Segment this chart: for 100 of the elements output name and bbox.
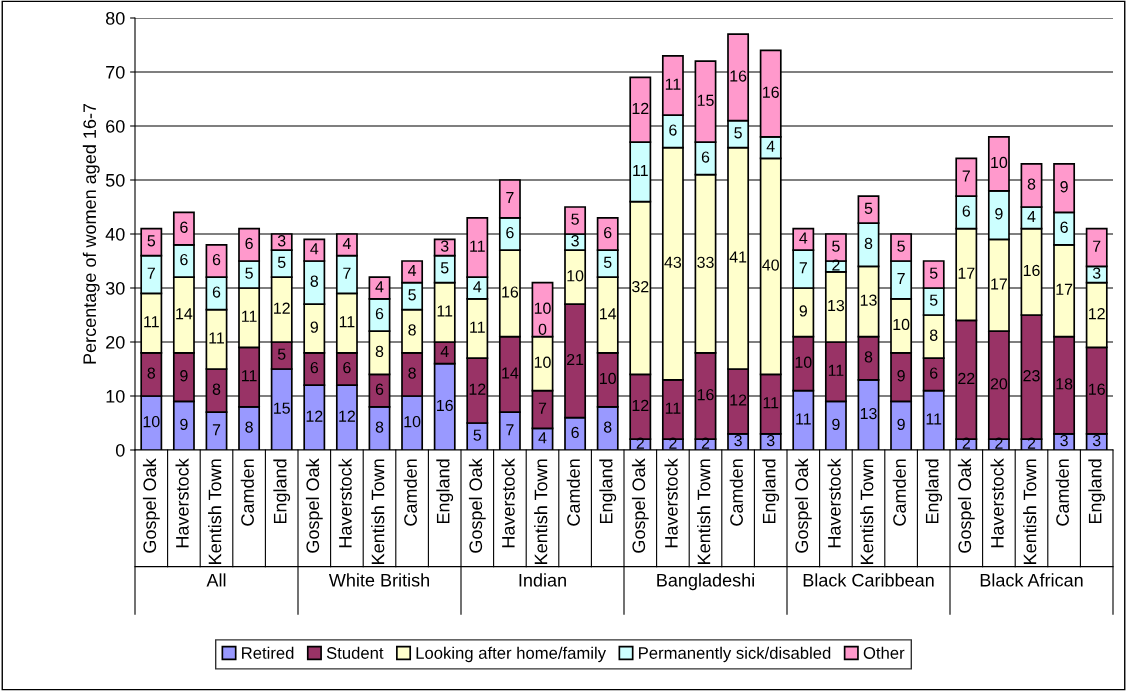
x-tick-label: Gospel Oak xyxy=(468,458,486,553)
legend-label: Student xyxy=(326,646,384,659)
data-label: 10 xyxy=(534,356,551,368)
data-label: 10 xyxy=(991,156,1008,169)
data-label: 40 xyxy=(762,259,779,271)
data-label: 6 xyxy=(343,361,351,374)
data-label: 11 xyxy=(470,240,485,252)
data-label: 5 xyxy=(832,240,840,252)
x-tick-label: England xyxy=(436,459,454,524)
data-label: 6 xyxy=(604,226,612,239)
data-label: 10 xyxy=(795,356,812,368)
data-label: 13 xyxy=(860,294,877,306)
data-label: 8 xyxy=(408,367,416,379)
data-label: 7 xyxy=(1093,240,1101,252)
data-label: 16 xyxy=(697,388,714,401)
data-label: 5 xyxy=(245,267,253,279)
data-label: 33 xyxy=(697,256,714,268)
data-label: 10 xyxy=(534,302,551,314)
data-label: 6 xyxy=(571,426,579,439)
data-label: 8 xyxy=(245,421,253,433)
x-tick-label: Gospel Oak xyxy=(794,458,812,553)
data-label: 17 xyxy=(1056,283,1073,295)
data-label: 7 xyxy=(538,402,547,414)
data-label: 6 xyxy=(212,286,221,298)
data-label: 9 xyxy=(995,208,1003,220)
data-label: 3 xyxy=(571,235,579,247)
data-label: 11 xyxy=(144,316,159,328)
text: All xyxy=(206,573,226,587)
data-label: 10 xyxy=(404,415,421,428)
data-label: 8 xyxy=(864,237,873,250)
data-label: 9 xyxy=(897,370,905,382)
data-label: 8 xyxy=(1027,178,1036,190)
text: Indian xyxy=(519,573,566,587)
data-label: 15 xyxy=(697,94,714,106)
data-label: 6 xyxy=(506,226,514,239)
data-label: 17 xyxy=(991,278,1007,290)
data-label: 11 xyxy=(437,305,453,317)
data-label: 12 xyxy=(306,410,323,422)
data-label: 9 xyxy=(180,418,188,430)
data-label: 16 xyxy=(1089,383,1105,395)
data-label: 6 xyxy=(930,367,938,379)
data-label: 4 xyxy=(766,140,775,152)
data-label: 9 xyxy=(1060,181,1068,193)
data-label: 17 xyxy=(958,267,975,279)
x-tick-label: Kentish Town xyxy=(371,459,385,564)
data-label: 3 xyxy=(277,235,286,247)
data-label: 5 xyxy=(440,262,449,274)
data-label: 3 xyxy=(1092,267,1101,279)
data-label: 8 xyxy=(603,421,612,433)
data-label: 11 xyxy=(633,165,648,177)
data-label: 9 xyxy=(832,418,840,430)
data-label: 10 xyxy=(600,372,616,385)
data-label: 7 xyxy=(506,424,514,436)
data-label: 11 xyxy=(665,78,681,90)
x-tick-label: Gospel Oak xyxy=(142,458,160,553)
data-label: 11 xyxy=(470,321,485,333)
y-tick-label: 20 xyxy=(106,335,125,349)
text: White British xyxy=(328,573,429,587)
data-label: 8 xyxy=(864,351,873,363)
x-tick-label: Kentish Town xyxy=(860,459,874,564)
data-label: 7 xyxy=(962,170,970,182)
x-tick-label: Gospel Oak xyxy=(305,458,323,553)
text: Black African xyxy=(980,573,1083,587)
x-tick-label: Camden xyxy=(892,459,906,526)
data-label: 13 xyxy=(860,407,877,420)
data-label: 12 xyxy=(469,383,486,395)
data-label: 4 xyxy=(473,281,482,293)
data-label: 6 xyxy=(962,205,971,217)
data-label: 8 xyxy=(408,324,416,336)
data-label: 16 xyxy=(1023,264,1040,277)
data-label: 9 xyxy=(310,321,318,333)
data-label: 4 xyxy=(375,281,384,293)
y-tick-label: 40 xyxy=(105,227,125,241)
data-label: 6 xyxy=(375,383,384,395)
y-tick-label: 60 xyxy=(106,119,125,133)
data-label: 14 xyxy=(502,367,519,379)
data-label: 7 xyxy=(897,273,905,285)
data-label: 7 xyxy=(212,424,221,436)
legend-label: Looking after home/family xyxy=(416,646,607,663)
data-label: 6 xyxy=(375,307,384,320)
data-label: 6 xyxy=(701,151,710,163)
data-label: 8 xyxy=(147,367,156,379)
data-label: 23 xyxy=(1023,370,1040,382)
data-label: 14 xyxy=(600,308,617,320)
data-label: 9 xyxy=(799,305,807,317)
data-label: 21 xyxy=(567,353,584,366)
x-tick-label: Kentish Town xyxy=(208,459,222,564)
data-label: 5 xyxy=(603,256,612,268)
data-label: 6 xyxy=(245,237,253,250)
data-label: 11 xyxy=(828,364,844,376)
data-label: 4 xyxy=(310,243,319,255)
y-tick-label: 80 xyxy=(105,11,125,25)
x-tick-label: England xyxy=(599,459,617,524)
data-label: 5 xyxy=(473,429,482,441)
data-label: 5 xyxy=(408,289,416,301)
x-tick-label: Haverstock xyxy=(501,458,515,548)
data-label: 5 xyxy=(929,267,938,279)
data-label: 9 xyxy=(897,418,905,430)
text: Black Caribbean xyxy=(803,573,934,587)
data-label: 12 xyxy=(339,410,355,422)
